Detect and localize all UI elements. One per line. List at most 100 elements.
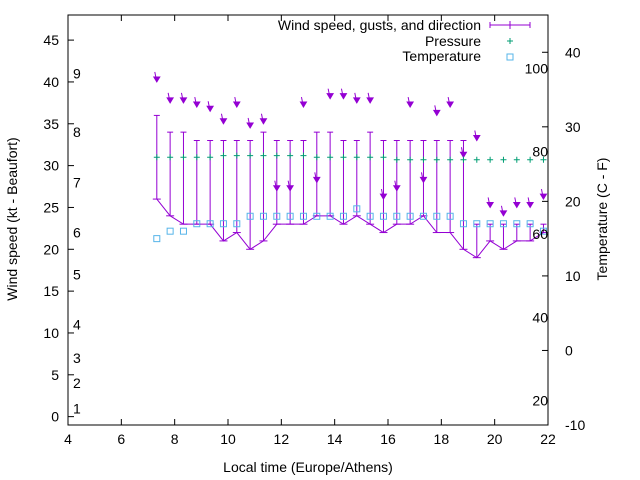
wind-direction-head (312, 176, 321, 184)
beaufort-label: 2 (73, 375, 81, 391)
y2-tick-label: 0 (565, 342, 573, 358)
temperature-point (406, 212, 414, 220)
pressure-point (327, 154, 334, 161)
pressure-point (247, 152, 254, 159)
wind-direction-head (472, 135, 481, 142)
fahrenheit-label: 80 (532, 143, 548, 159)
y2-tick-label: 40 (565, 44, 581, 60)
wind-direction-head (286, 185, 295, 192)
temperature-point (419, 212, 427, 220)
wind-direction-head (232, 101, 241, 109)
legend-temperature-label: Temperature (402, 48, 481, 64)
x-tick-label: 22 (540, 431, 556, 447)
wind-direction-head (246, 122, 255, 129)
wind-direction-head (432, 109, 441, 117)
wind-direction-head (419, 176, 428, 184)
temperature-point (459, 220, 467, 228)
y-tick-label: 20 (43, 241, 59, 257)
pressure-point (487, 156, 494, 163)
y2-axis-label: Temperature (C - F) (594, 158, 610, 281)
pressure-point (180, 154, 187, 161)
temperature-point (233, 220, 241, 228)
wind-direction-head (206, 105, 215, 113)
wind-direction-head (179, 97, 188, 104)
x-tick-label: 8 (171, 431, 179, 447)
beaufort-label: 3 (73, 350, 81, 366)
pressure-point (313, 154, 320, 161)
y-tick-label: 10 (43, 325, 59, 341)
beaufort-label: 7 (73, 174, 81, 190)
temperature-point (299, 212, 307, 220)
y-tick-label: 30 (43, 158, 59, 174)
pressure-point (393, 156, 400, 163)
temperature-point (433, 212, 441, 220)
beaufort-label: 1 (73, 400, 81, 416)
legend-temperature-marker (506, 53, 514, 61)
pressure-point (420, 156, 427, 163)
y-axis-label: Wind speed (kt - Beaufort) (4, 137, 20, 300)
x-tick-label: 10 (220, 431, 236, 447)
temperature-point (393, 212, 401, 220)
fahrenheit-label: 40 (532, 310, 548, 326)
wind-direction-head (379, 193, 388, 201)
x-tick-label: 18 (434, 431, 450, 447)
temperature-point (219, 220, 227, 228)
pressure-point (207, 154, 214, 161)
wind-direction-head (219, 118, 228, 125)
pressure-point (300, 152, 307, 159)
temperature-point (166, 227, 174, 235)
pressure-point (353, 154, 360, 161)
pressure-point (167, 154, 174, 161)
temperature-point (513, 220, 521, 228)
beaufort-label: 5 (73, 266, 81, 282)
wind-direction-head (366, 97, 375, 104)
pressure-point (540, 156, 547, 163)
y-tick-label: 0 (51, 409, 59, 425)
fahrenheit-label: 100 (525, 61, 549, 77)
pressure-point (447, 156, 454, 163)
wind-direction-head (486, 201, 495, 209)
wind-direction-head (539, 193, 548, 201)
wind-direction-head (499, 210, 508, 217)
pressure-point (367, 154, 374, 161)
pressure-point (287, 152, 294, 159)
temperature-point (273, 212, 281, 220)
pressure-point (407, 156, 414, 163)
x-tick-label: 6 (117, 431, 125, 447)
y2-tick-label: 30 (565, 119, 581, 135)
pressure-point (260, 152, 267, 159)
temperature-point (353, 205, 361, 213)
temperature-point (259, 212, 267, 220)
y-tick-label: 15 (43, 283, 59, 299)
y-tick-label: 35 (43, 116, 59, 132)
temperature-point (446, 212, 454, 220)
pressure-point (433, 156, 440, 163)
pressure-point (473, 156, 480, 163)
legend-wind-label: Wind speed, gusts, and direction (278, 17, 481, 33)
plot-frame (67, 14, 549, 426)
pressure-point (513, 156, 520, 163)
temperature-point (366, 212, 374, 220)
pressure-point (153, 154, 160, 161)
y2-tick-label: 10 (565, 268, 581, 284)
temperature-point (206, 220, 214, 228)
wind-direction-head (446, 101, 455, 109)
pressure-point (460, 156, 467, 163)
pressure-point (340, 154, 347, 161)
wind-direction-head (526, 201, 535, 209)
temperature-point (499, 220, 507, 228)
beaufort-label: 4 (73, 317, 81, 333)
temperature-point (286, 212, 294, 220)
pressure-point (500, 156, 507, 163)
x-tick-label: 14 (327, 431, 343, 447)
temperature-point (486, 220, 494, 228)
y2-tick-label: 20 (565, 193, 581, 209)
pressure-point (380, 154, 387, 161)
y-tick-label: 45 (43, 32, 59, 48)
temperature-point (179, 227, 187, 235)
temperature-point (379, 212, 387, 220)
legend-pressure-marker (507, 38, 513, 44)
pressure-point (527, 156, 534, 163)
wind-direction-head (352, 97, 361, 104)
